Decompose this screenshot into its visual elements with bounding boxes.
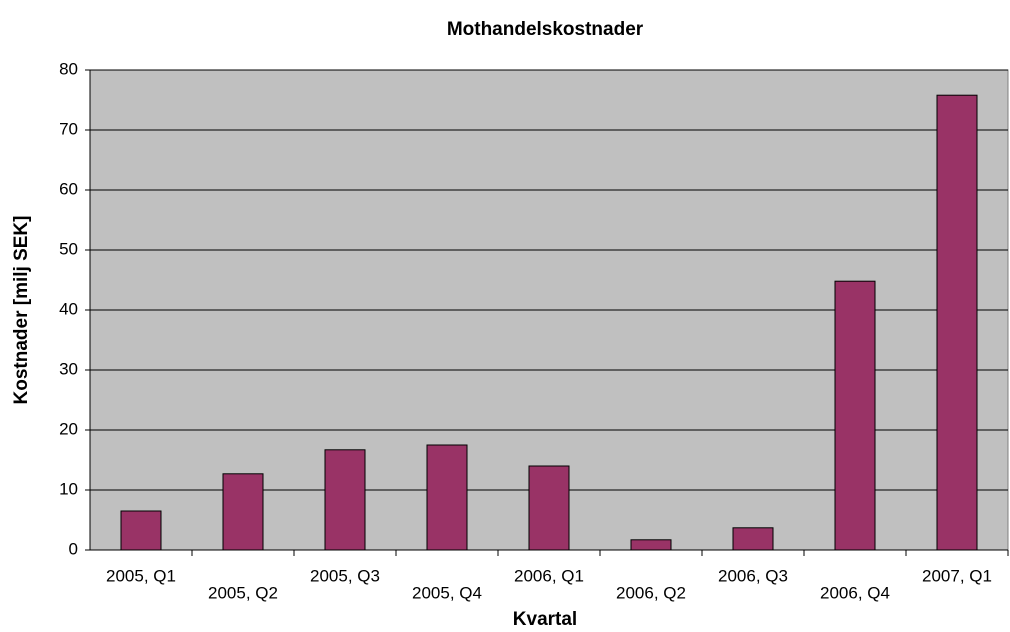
x-tick-label: 2005, Q3: [310, 566, 380, 585]
chart-title: Mothandelskostnader: [447, 19, 644, 40]
y-tick-label: 40: [59, 299, 78, 318]
x-tick-label: 2006, Q4: [820, 583, 890, 602]
x-tick-label: 2005, Q2: [208, 583, 278, 602]
bar: [630, 539, 672, 551]
bar: [528, 465, 570, 551]
x-tick-label: 2007, Q1: [922, 566, 992, 585]
y-tick-label: 0: [69, 539, 78, 558]
x-tick-label: 2006, Q1: [514, 566, 584, 585]
y-tick-label: 30: [59, 359, 78, 378]
bar: [120, 510, 162, 551]
y-tick-label: 80: [59, 59, 78, 78]
x-axis-label: Kvartal: [513, 609, 577, 630]
y-tick-label: 70: [59, 119, 78, 138]
bar: [222, 473, 264, 551]
bar: [834, 280, 876, 551]
y-tick-label: 10: [59, 479, 78, 498]
x-tick-label: 2006, Q3: [718, 566, 788, 585]
bar: [324, 449, 366, 551]
y-tick-label: 60: [59, 179, 78, 198]
x-tick-label: 2006, Q2: [616, 583, 686, 602]
y-axis-label: Kostnader [milj SEK]: [11, 216, 32, 405]
y-tick-label: 50: [59, 239, 78, 258]
y-tick-label: 20: [59, 419, 78, 438]
bar: [426, 444, 468, 551]
x-tick-label: 2005, Q1: [106, 566, 176, 585]
bar: [732, 527, 774, 551]
bar: [936, 94, 978, 551]
x-tick-label: 2005, Q4: [412, 583, 482, 602]
